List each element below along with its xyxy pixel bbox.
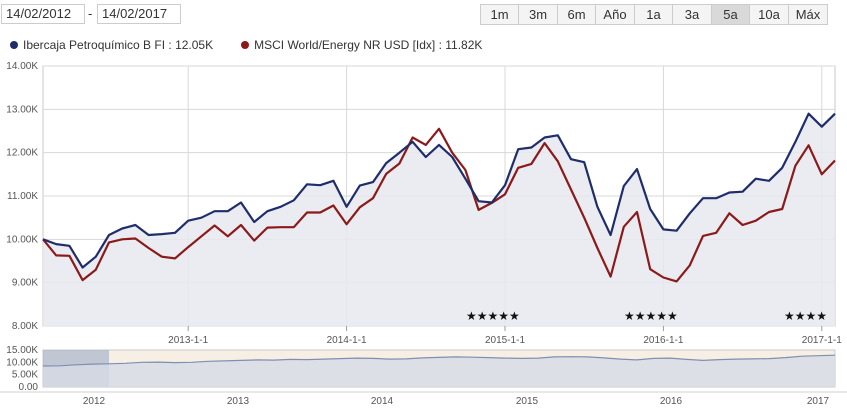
navigator-x-tick-label: 2012 xyxy=(83,396,106,407)
chart-area xyxy=(43,113,835,326)
rating-stars[interactable]: ★★★★★ xyxy=(624,309,678,323)
range-button-5a[interactable]: 5a xyxy=(711,4,750,25)
range-button-max[interactable]: Máx xyxy=(788,4,828,25)
legend-item-index[interactable]: MSCI World/Energy NR USD [Idx] : 11.82K xyxy=(241,38,482,52)
y-tick-label: 12.00K xyxy=(6,148,38,159)
chart-legend: Ibercaja Petroquímico B FI : 12.05K MSCI… xyxy=(10,38,510,52)
navigator-line xyxy=(42,354,836,367)
navigator-x-tick-label: 2015 xyxy=(516,396,539,407)
legend-label-index: MSCI World/Energy NR USD [Idx] : 11.82K xyxy=(254,38,483,52)
y-tick-label: 8.00K xyxy=(12,321,38,332)
rating-stars[interactable]: ★★★★ xyxy=(784,309,827,323)
range-button-1m[interactable]: 1m xyxy=(480,4,519,25)
range-selector: 1m 3m 6m Año 1a 3a 5a 10a Máx xyxy=(480,4,828,25)
date-separator: - xyxy=(88,6,93,21)
rating-stars[interactable]: ★★★★★ xyxy=(466,309,520,323)
x-tick-label: 2015-1-1 xyxy=(485,335,525,346)
range-button-6m[interactable]: 6m xyxy=(557,4,596,25)
y-tick-label: 9.00K xyxy=(12,278,38,289)
date-to-input[interactable]: 14/02/2017 xyxy=(97,4,181,24)
y-tick-label: 11.00K xyxy=(7,191,38,202)
navigator-y-tick-label: 10.00K xyxy=(6,357,38,368)
x-tick-label: 2014-1-1 xyxy=(327,335,367,346)
y-tick-label: 13.00K xyxy=(6,104,38,115)
x-tick-label: 2013-1-1 xyxy=(168,335,208,346)
range-button-10a[interactable]: 10a xyxy=(749,4,789,25)
navigator-x-tick-label: 2013 xyxy=(227,396,250,407)
y-tick-label: 14.00K xyxy=(6,61,38,72)
y-tick-label: 10.00K xyxy=(6,234,38,245)
date-from-input[interactable]: 14/02/2012 xyxy=(1,4,85,24)
navigator-x-tick-label: 2016 xyxy=(660,396,683,407)
navigator-y-tick-label: 15.00K xyxy=(6,345,38,356)
navigator-area xyxy=(43,355,835,387)
legend-marker-fund xyxy=(10,41,18,49)
legend-item-fund[interactable]: Ibercaja Petroquímico B FI : 12.05K xyxy=(10,38,213,52)
fund-area xyxy=(43,113,835,326)
range-button-ytd[interactable]: Año xyxy=(595,4,635,25)
legend-marker-index xyxy=(241,41,250,49)
x-tick-label: 2017-1-1 xyxy=(802,335,842,346)
chart-series xyxy=(42,112,836,283)
x-tick-label: 2016-1-1 xyxy=(643,335,683,346)
navigator-y-tick-label: 5.00K xyxy=(12,370,38,381)
series-line-fund[interactable] xyxy=(42,112,836,269)
navigator-x-tick-label: 2014 xyxy=(371,396,394,407)
series-line-index[interactable] xyxy=(42,127,836,283)
navigator-x-tick-label: 2017 xyxy=(807,396,830,407)
rating-events: ★★★★★ ★★★★★ ★★★★ xyxy=(466,309,827,323)
legend-label-fund: Ibercaja Petroquímico B FI : 12.05K xyxy=(23,38,214,52)
navigator-y-tick-label: 0.00 xyxy=(19,382,39,393)
range-button-3a[interactable]: 3a xyxy=(672,4,712,25)
chart-axes: 8.00K 9.00K 10.00K 11.00K 12.00K 13.00K 14.00K… xyxy=(6,61,842,346)
